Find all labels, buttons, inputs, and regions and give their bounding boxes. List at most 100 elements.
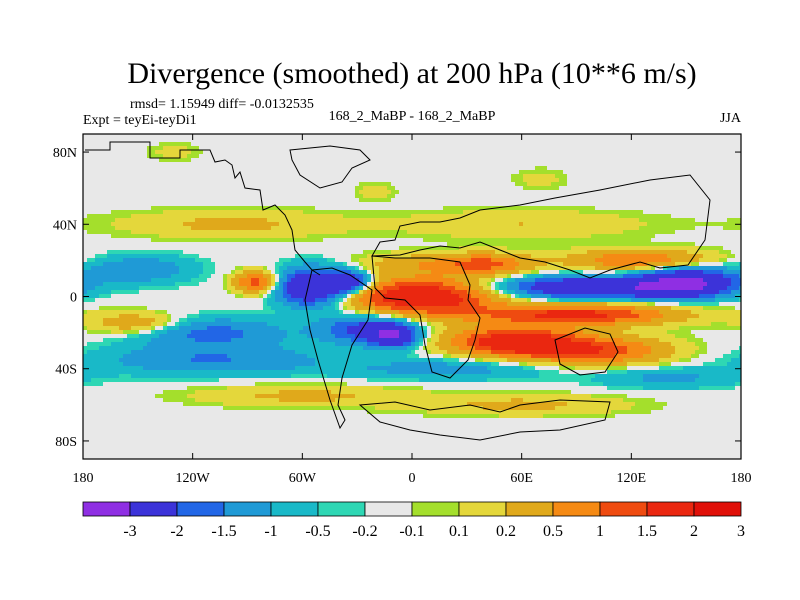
heatmap-cell	[123, 234, 128, 239]
heatmap-cell	[235, 186, 240, 191]
heatmap-cell	[303, 162, 308, 167]
heatmap-cell	[511, 142, 516, 147]
heatmap-cell	[163, 250, 168, 255]
heatmap-cell	[327, 230, 332, 235]
heatmap-cell	[267, 218, 272, 223]
heatmap-cell	[739, 186, 741, 191]
heatmap-cell	[359, 222, 364, 227]
heatmap-cell	[559, 138, 564, 143]
heatmap-cell	[387, 182, 392, 187]
heatmap-cell	[727, 202, 732, 207]
heatmap-cell	[539, 138, 544, 143]
heatmap-cell	[263, 242, 268, 247]
heatmap-cell	[171, 238, 176, 243]
heatmap-cell	[435, 230, 440, 235]
heatmap-cell	[211, 146, 216, 151]
heatmap-cell	[127, 150, 132, 155]
heatmap-cell	[223, 242, 228, 247]
heatmap-cell	[183, 242, 188, 247]
heatmap-cell	[391, 202, 396, 207]
heatmap-cell	[95, 146, 100, 151]
heatmap-cell	[631, 222, 636, 227]
heatmap-cell	[395, 154, 400, 159]
heatmap-cell	[507, 202, 512, 207]
heatmap-cell	[171, 146, 176, 151]
heatmap-cell	[387, 206, 392, 211]
heatmap-cell	[379, 202, 384, 207]
heatmap-cell	[131, 142, 136, 147]
heatmap-cell	[343, 198, 348, 203]
heatmap-cell	[555, 238, 560, 243]
heatmap-cell	[107, 218, 112, 223]
heatmap-cell	[659, 142, 664, 147]
heatmap-cell	[287, 154, 292, 159]
heatmap-cell	[435, 166, 440, 171]
heatmap-cell	[455, 162, 460, 167]
heatmap-cell	[463, 222, 468, 227]
heatmap-cell	[439, 246, 444, 251]
heatmap-cell	[355, 142, 360, 147]
heatmap-cell	[275, 182, 280, 187]
heatmap-cell	[455, 190, 460, 195]
heatmap-cell	[675, 158, 680, 163]
heatmap-cell	[139, 254, 144, 259]
heatmap-cell	[215, 142, 220, 147]
heatmap-cell	[547, 134, 552, 139]
heatmap-cell	[579, 234, 584, 239]
heatmap-cell	[119, 182, 124, 187]
heatmap-cell	[147, 142, 152, 147]
heatmap-cell	[379, 134, 384, 139]
heatmap-cell	[91, 138, 96, 143]
heatmap-cell	[435, 154, 440, 159]
heatmap-cell	[435, 174, 440, 179]
heatmap-cell	[107, 198, 112, 203]
heatmap-cell	[239, 150, 244, 155]
heatmap-cell	[539, 218, 544, 223]
heatmap-cell	[451, 230, 456, 235]
heatmap-cell	[107, 162, 112, 167]
heatmap-cell	[699, 202, 704, 207]
heatmap-cell	[187, 186, 192, 191]
heatmap-cell	[431, 242, 436, 247]
heatmap-cell	[159, 210, 164, 215]
heatmap-cell	[519, 226, 524, 231]
heatmap-cell	[683, 186, 688, 191]
heatmap-cell	[323, 202, 328, 207]
heatmap-cell	[395, 142, 400, 147]
heatmap-cell	[387, 202, 392, 207]
heatmap-cell	[275, 170, 280, 175]
heatmap-cell	[507, 238, 512, 243]
heatmap-cell	[367, 170, 372, 175]
heatmap-cell	[435, 214, 440, 219]
heatmap-cell	[135, 154, 140, 159]
heatmap-cell	[447, 138, 452, 143]
heatmap-cell	[351, 142, 356, 147]
heatmap-cell	[483, 206, 488, 211]
heatmap-cell	[359, 194, 364, 199]
heatmap-cell	[331, 186, 336, 191]
season-label: JJA	[720, 111, 742, 126]
heatmap-cell	[227, 222, 232, 227]
heatmap-cell	[207, 178, 212, 183]
heatmap-cell	[623, 134, 628, 139]
heatmap-cell	[355, 246, 360, 251]
heatmap-cell	[643, 246, 648, 251]
heatmap-cell	[699, 154, 704, 159]
heatmap-cell	[279, 178, 284, 183]
heatmap-cell	[227, 206, 232, 211]
heatmap-cell	[483, 150, 488, 155]
heatmap-cell	[99, 142, 104, 147]
heatmap-cell	[251, 162, 256, 167]
heatmap-cell	[595, 166, 600, 171]
heatmap-cell	[251, 146, 256, 151]
heatmap-cell	[487, 198, 492, 203]
heatmap-cell	[139, 230, 144, 235]
heatmap-cell	[607, 170, 612, 175]
heatmap-cell	[563, 246, 568, 251]
heatmap-cell	[611, 242, 616, 247]
heatmap-cell	[663, 202, 668, 207]
heatmap-cell	[607, 142, 612, 147]
heatmap-cell	[359, 226, 364, 231]
heatmap-cell	[283, 182, 288, 187]
heatmap-cell	[675, 170, 680, 175]
